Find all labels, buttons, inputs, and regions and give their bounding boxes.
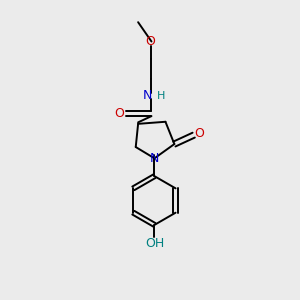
Text: H: H [157, 91, 165, 101]
Text: N: N [150, 152, 159, 165]
Text: N: N [143, 89, 153, 102]
Text: O: O [195, 127, 205, 140]
Text: O: O [115, 107, 124, 120]
Text: O: O [145, 35, 155, 48]
Text: OH: OH [145, 237, 164, 250]
